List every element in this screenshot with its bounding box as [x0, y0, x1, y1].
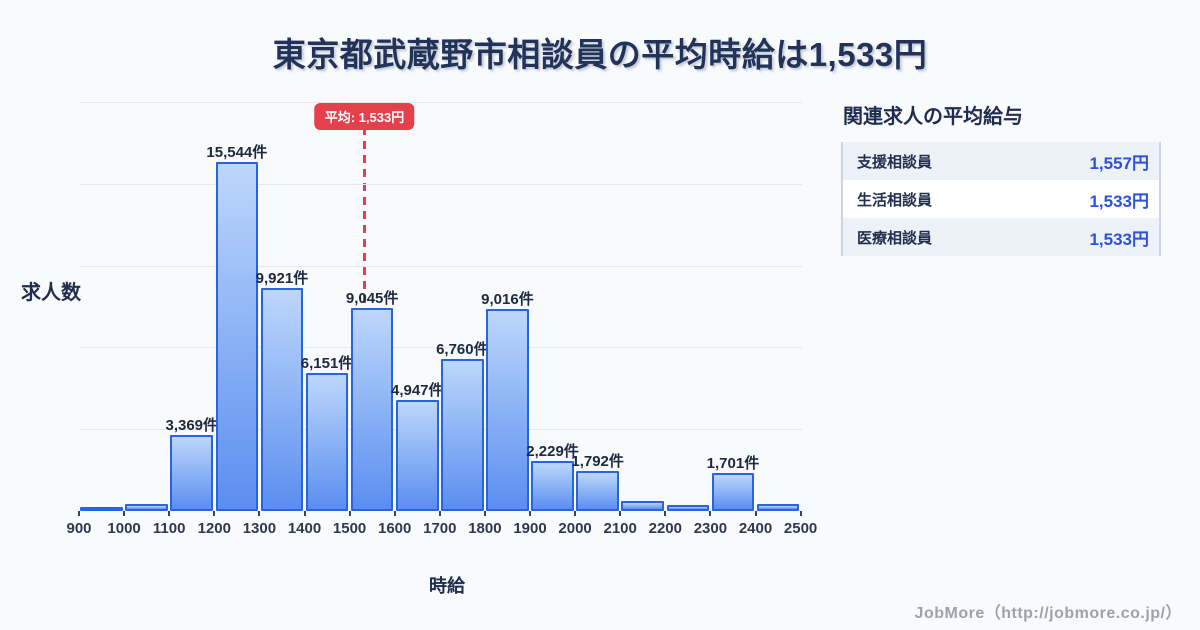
x-tick-label: 1500 [332, 520, 367, 537]
bar-value-label: 3,369件 [165, 417, 219, 435]
histogram-bar [531, 460, 574, 511]
histogram-bar [621, 501, 665, 511]
x-tick-label: 2300 [693, 520, 728, 537]
gridline [79, 183, 803, 185]
x-tick-label: 2100 [603, 520, 637, 537]
bar-value-label: 9,016件 [481, 290, 534, 308]
histogram-bar [215, 162, 259, 511]
x-axis-tick [438, 511, 441, 516]
job-title-label: 生活相談員 [857, 191, 933, 209]
x-tick-label: 1400 [287, 520, 322, 537]
x-tick-label: 1800 [468, 520, 502, 537]
table-row: 支援相談員 1,557円 [843, 142, 1159, 180]
salary-value: 1,533円 [1089, 191, 1149, 211]
x-tick-label: 2400 [738, 520, 773, 537]
x-tick-label: 1200 [197, 520, 231, 537]
x-tick-label: 1900 [513, 520, 547, 537]
x-tick-label: 1300 [242, 520, 277, 537]
salary-value: 1,533円 [1089, 229, 1149, 249]
x-axis-label: 時給 [429, 576, 465, 596]
x-axis-tick [619, 511, 622, 516]
bar-value-label: 9,045件 [345, 289, 399, 307]
gridline [79, 347, 803, 349]
x-tick-label: 1700 [423, 520, 457, 537]
footer-credit: JobMore（http://jobmore.co.jp/） [914, 605, 1182, 622]
x-axis-tick [393, 511, 396, 516]
table-row: 生活相談員 1,533円 [843, 180, 1159, 218]
average-badge: 平均: 1,533円 [314, 103, 415, 130]
panel-heading: 関連求人の平均給与 [843, 106, 1023, 128]
histogram-bar [576, 470, 619, 511]
table-row: 医療相談員 1,533円 [843, 218, 1159, 256]
gridline [79, 265, 803, 267]
histogram-bar [170, 435, 214, 511]
histogram-bar [711, 472, 755, 511]
bar-value-label: 6,151件 [300, 354, 354, 372]
x-axis-tick [574, 511, 577, 516]
salary-value: 1,557円 [1089, 153, 1149, 173]
histogram-bar [350, 307, 394, 511]
histogram-bar [80, 507, 123, 511]
x-axis-tick [754, 511, 757, 516]
gridline [79, 102, 803, 103]
x-tick-label: 2200 [648, 520, 682, 537]
x-tick-label: 1600 [378, 520, 412, 537]
x-axis-tick [709, 511, 712, 516]
bar-value-label: 15,544件 [206, 144, 268, 161]
x-tick-label: 1000 [107, 520, 141, 537]
histogram-bar [666, 505, 710, 511]
histogram-bar [395, 399, 439, 511]
page-title: 東京都武蔵野市相談員の平均時給は1,533円 [272, 36, 928, 73]
job-title-label: 医療相談員 [857, 229, 933, 247]
x-axis-tick [258, 511, 261, 516]
histogram-bar [441, 359, 484, 511]
histogram-bar [756, 503, 800, 511]
gridline [79, 429, 803, 431]
bar-value-label: 1,701件 [706, 454, 760, 472]
x-axis-tick [664, 511, 667, 516]
histogram-bar [305, 372, 349, 511]
job-title-label: 支援相談員 [857, 153, 933, 171]
x-axis-tick [168, 511, 171, 516]
bar-value-label: 6,760件 [436, 341, 489, 359]
x-tick-label: 2500 [783, 520, 818, 537]
y-axis-label: 求人数 [21, 282, 81, 304]
bar-value-label: 4,947件 [390, 381, 444, 399]
x-axis-tick [303, 511, 306, 516]
x-axis-tick [213, 511, 216, 516]
x-axis-tick [348, 511, 351, 516]
x-axis-tick [483, 511, 486, 516]
histogram-bar [486, 308, 529, 511]
histogram-bar [125, 504, 168, 511]
x-axis-tick [78, 511, 80, 516]
bar-value-label: 2,229件 [526, 442, 579, 460]
x-axis-tick [799, 511, 802, 516]
x-tick-label: 900 [66, 520, 92, 537]
bar-value-label: 9,921件 [255, 270, 309, 288]
x-axis-tick [123, 511, 126, 516]
x-tick-label: 2000 [558, 520, 592, 537]
histogram-bar [260, 288, 304, 511]
x-axis-tick [529, 511, 531, 516]
bar-value-label: 1,792件 [571, 452, 624, 470]
x-tick-label: 1100 [152, 520, 186, 537]
related-salary-table: 支援相談員 1,557円 生活相談員 1,533円 医療相談員 1,533円 [841, 142, 1161, 256]
